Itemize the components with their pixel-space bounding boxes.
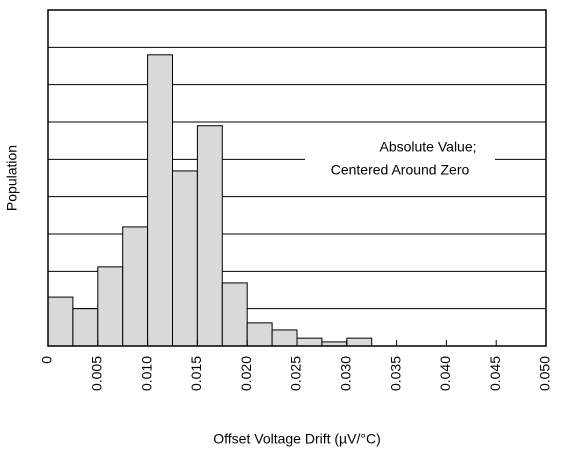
bar <box>122 226 149 347</box>
x-tick-label: 0.030 <box>338 356 354 391</box>
x-tick-label: 0.025 <box>288 356 304 391</box>
x-axis-label: Offset Voltage Drift (µV/°C) <box>213 431 380 447</box>
bar <box>147 54 174 347</box>
bar <box>296 337 323 347</box>
bar <box>172 170 198 347</box>
bar <box>271 329 298 347</box>
x-tick-label: 0.010 <box>138 356 154 391</box>
x-tick-label: 0.015 <box>188 356 204 391</box>
annotation-background <box>305 136 495 186</box>
y-axis-label: Population <box>4 145 20 211</box>
x-tick-label: 0.050 <box>537 356 553 391</box>
x-tick-label: 0.020 <box>238 356 254 391</box>
bar <box>47 296 74 347</box>
bar <box>196 125 223 347</box>
x-tick-label: 0.040 <box>437 356 453 391</box>
bar <box>72 308 99 347</box>
annotation: Centered Around Zero <box>331 162 470 178</box>
x-tick-label: 0 <box>39 356 55 364</box>
x-tick-label: 0.045 <box>487 356 503 391</box>
bar <box>97 266 124 347</box>
bar <box>246 322 273 347</box>
bar <box>221 282 248 347</box>
annotation: Absolute Value; <box>379 139 476 155</box>
x-tick-label: 0.035 <box>387 356 403 391</box>
bar <box>346 337 373 347</box>
x-tick-label: 0.005 <box>89 356 105 391</box>
